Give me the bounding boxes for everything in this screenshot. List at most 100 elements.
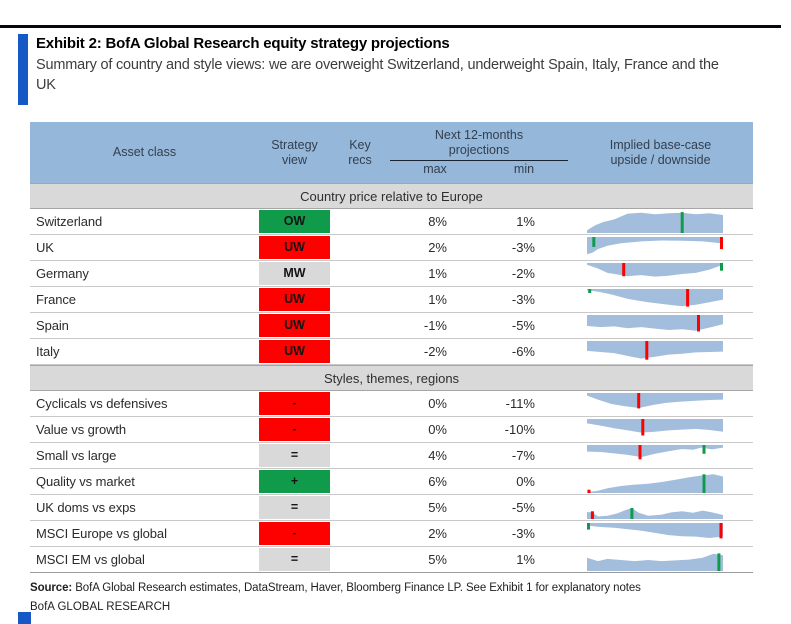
min-projection-cell: -2% [511, 266, 535, 281]
strategy-view-cell: UW [259, 313, 330, 338]
implied-distribution-sparkline [568, 417, 753, 442]
projections-table: Asset class Strategy view Key recs Next … [30, 122, 753, 573]
strategy-view-cell: MW [259, 261, 330, 286]
table-row: MSCI EM vs global = 5% 1% [30, 547, 753, 573]
table-header-row: Asset class Strategy view Key recs Next … [30, 122, 753, 183]
asset-class-cell: Germany [36, 266, 89, 281]
strategy-view-badge: - [259, 522, 330, 545]
table-row: Germany MW 1% -2% [30, 261, 753, 287]
asset-class-cell: Switzerland [36, 214, 103, 229]
implied-distribution-sparkline [568, 469, 753, 494]
asset-class-cell: France [36, 292, 76, 307]
section-header-row: Country price relative to Europe [30, 183, 753, 209]
column-header-min: min [513, 162, 535, 176]
asset-class-cell: MSCI EM vs global [36, 552, 145, 567]
strategy-view-cell: UW [259, 339, 330, 364]
table-body: Country price relative to Europe Switzerl… [30, 183, 753, 573]
strategy-view-cell: = [259, 547, 330, 572]
table-row: Value vs growth - 0% -10% [30, 417, 753, 443]
strategy-view-badge: UW [259, 314, 330, 337]
max-projection-cell: 1% [428, 266, 447, 281]
column-header-projections: Next 12-months projections [434, 128, 524, 157]
max-projection-cell: 8% [428, 214, 447, 229]
strategy-view-cell: + [259, 469, 330, 494]
strategy-view-badge: OW [259, 210, 330, 233]
strategy-view-badge: UW [259, 236, 330, 259]
asset-class-cell: UK doms vs exps [36, 500, 136, 515]
asset-class-cell: Spain [36, 318, 69, 333]
table-row: Italy UW -2% -6% [30, 339, 753, 365]
table-row: Cyclicals vs defensives - 0% -11% [30, 391, 753, 417]
implied-distribution-sparkline [568, 391, 753, 416]
table-row: Quality vs market +6% 0% [30, 469, 753, 495]
column-header-asset-class: Asset class [112, 145, 177, 159]
table-row: Small vs large = 4% -7% [30, 443, 753, 469]
strategy-view-cell: - [259, 391, 330, 416]
min-projection-cell: -3% [511, 292, 535, 307]
asset-class-cell: Value vs growth [36, 422, 127, 437]
strategy-view-badge: = [259, 548, 330, 571]
strategy-view-badge: UW [259, 288, 330, 311]
table-row: UK UW 2% -3% [30, 235, 753, 261]
column-header-key-recs: Key recs [348, 137, 372, 167]
source-text: BofA Global Research estimates, DataStre… [75, 582, 641, 594]
strategy-view-badge: UW [259, 340, 330, 363]
exhibit-header: Exhibit 2: BofA Global Research equity s… [18, 34, 726, 105]
implied-distribution-sparkline [568, 287, 753, 312]
strategy-view-badge: MW [259, 262, 330, 285]
strategy-view-cell: = [259, 443, 330, 468]
implied-distribution-sparkline [568, 235, 753, 260]
implied-distribution-sparkline [568, 313, 753, 338]
min-projection-cell: -6% [511, 344, 535, 359]
max-projection-cell: 0% [428, 396, 447, 411]
max-projection-cell: 1% [428, 292, 447, 307]
exhibit-title: Exhibit 2: BofA Global Research equity s… [36, 35, 450, 52]
max-projection-cell: 0% [428, 422, 447, 437]
implied-distribution-sparkline [568, 521, 753, 546]
strategy-view-badge: = [259, 444, 330, 467]
source-label: Source: [30, 582, 73, 594]
min-projection-cell: 1% [516, 214, 535, 229]
min-projection-cell: 0% [516, 474, 535, 489]
asset-class-cell: Cyclicals vs defensives [36, 396, 168, 411]
asset-class-cell: Italy [36, 344, 60, 359]
strategy-view-cell: - [259, 417, 330, 442]
asset-class-cell: UK [36, 240, 54, 255]
max-projection-cell: 2% [428, 526, 447, 541]
source-note: Source: BofA Global Research estimates, … [30, 582, 641, 594]
strategy-view-cell: - [259, 521, 330, 546]
projections-underline [390, 160, 568, 161]
implied-distribution-sparkline [568, 443, 753, 468]
strategy-view-badge: + [259, 470, 330, 493]
implied-distribution-sparkline [568, 261, 753, 286]
min-projection-cell: -3% [511, 240, 535, 255]
implied-distribution-sparkline [568, 209, 753, 234]
max-projection-cell: 4% [428, 448, 447, 463]
max-projection-cell: 5% [428, 552, 447, 567]
min-projection-cell: -5% [511, 500, 535, 515]
asset-class-cell: MSCI Europe vs global [36, 526, 167, 541]
table-row: France UW 1% -3% [30, 287, 753, 313]
bottom-accent-square [18, 612, 31, 624]
table-row: Spain UW -1% -5% [30, 313, 753, 339]
min-projection-cell: 1% [516, 552, 535, 567]
max-projection-cell: -1% [423, 318, 447, 333]
table-row: Switzerland OW 8% 1% [30, 209, 753, 235]
exhibit-accent-bar [18, 34, 28, 105]
max-projection-cell: -2% [423, 344, 447, 359]
column-header-strategy-view: Strategy view [271, 137, 318, 167]
implied-distribution-sparkline [568, 547, 753, 572]
min-projection-cell: -5% [511, 318, 535, 333]
min-projection-cell: -3% [511, 526, 535, 541]
min-projection-cell: -7% [511, 448, 535, 463]
strategy-view-cell: OW [259, 209, 330, 234]
implied-distribution-sparkline [568, 495, 753, 520]
brand-line: BofA GLOBAL RESEARCH [30, 601, 171, 613]
column-header-implied-upside: Implied base-case upside / downside [609, 137, 712, 167]
strategy-view-cell: UW [259, 287, 330, 312]
max-projection-cell: 5% [428, 500, 447, 515]
strategy-view-badge: - [259, 418, 330, 441]
asset-class-cell: Small vs large [36, 448, 117, 463]
strategy-view-cell: UW [259, 235, 330, 260]
